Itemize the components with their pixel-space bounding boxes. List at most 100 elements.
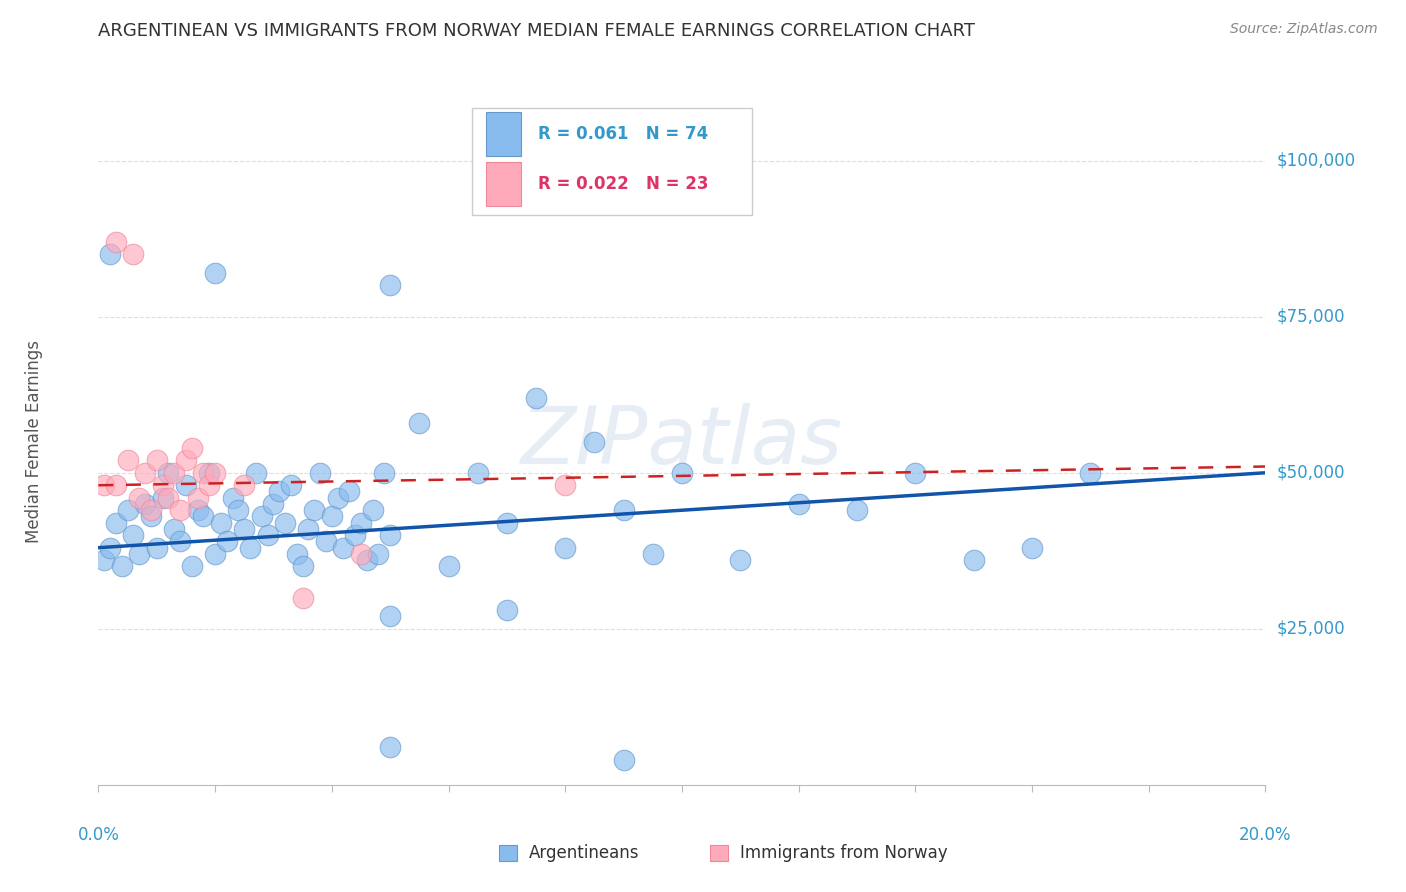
Point [122,247,145,261]
FancyBboxPatch shape [472,109,752,215]
Point [304,503,326,517]
Point [309,466,332,480]
Point [280,478,302,492]
Point [291,591,314,605]
Point [297,522,319,536]
Point [408,416,430,430]
Text: Source: ZipAtlas.com: Source: ZipAtlas.com [1230,22,1378,37]
Point [117,503,139,517]
Text: $25,000: $25,000 [1277,620,1346,638]
Point [157,466,180,480]
Point [134,497,156,511]
Point [204,547,226,561]
Text: Immigrants from Norway: Immigrants from Norway [740,844,948,862]
Point [554,478,576,492]
Point [350,547,373,561]
Point [583,434,606,449]
Point [209,516,232,530]
Point [204,466,226,480]
Text: Argentineans: Argentineans [529,844,640,862]
Point [554,541,576,555]
Point [117,453,139,467]
Point [163,466,186,480]
Point [233,522,256,536]
Point [437,559,460,574]
Text: Median Female Earnings: Median Female Earnings [25,340,44,543]
Point [198,478,221,492]
Point [671,466,693,480]
Point [378,740,402,755]
Point [221,491,243,505]
Point [250,509,273,524]
Point [728,553,751,567]
Point [233,478,256,492]
Point [139,503,162,517]
Point [104,235,127,249]
Point [146,453,169,467]
Point [139,509,162,524]
Point [315,534,337,549]
Point [98,541,121,555]
Point [269,484,291,499]
Text: 20.0%: 20.0% [1239,826,1292,844]
Point [1080,466,1102,480]
Point [612,753,634,767]
Point [326,491,349,505]
Point [180,441,202,455]
Point [134,466,156,480]
Text: ARGENTINEAN VS IMMIGRANTS FROM NORWAY MEDIAN FEMALE EARNINGS CORRELATION CHART: ARGENTINEAN VS IMMIGRANTS FROM NORWAY ME… [98,22,976,40]
Point [180,559,202,574]
Point [845,503,868,517]
Point [174,478,197,492]
Point [163,522,186,536]
Point [93,553,115,567]
Point [128,491,150,505]
Point [378,278,402,293]
Point [285,547,308,561]
Point [378,528,402,542]
Point [174,453,197,467]
Point [152,491,174,505]
Point [321,509,343,524]
Text: R = 0.061   N = 74: R = 0.061 N = 74 [538,125,709,143]
Point [152,478,174,492]
Point [187,491,209,505]
Point [157,491,180,505]
Text: $75,000: $75,000 [1277,308,1346,326]
Point [373,466,395,480]
Point [215,534,238,549]
Point [612,503,634,517]
Point [128,547,150,561]
Point [495,603,517,617]
Point [111,559,134,574]
Point [169,534,191,549]
Point [467,466,489,480]
Point [787,497,810,511]
Point [245,466,267,480]
Point [361,503,384,517]
Point [193,466,215,480]
Point [104,478,127,492]
Point [239,541,262,555]
Point [193,509,215,524]
Point [256,528,278,542]
Point [378,609,402,624]
Point [641,547,664,561]
Point [169,503,191,517]
Point [337,484,360,499]
Point [962,553,984,567]
Point [350,516,373,530]
Text: $50,000: $50,000 [1277,464,1346,482]
Point [367,547,389,561]
Point [274,516,297,530]
Text: $100,000: $100,000 [1277,152,1355,169]
Point [198,466,221,480]
Point [187,503,209,517]
Point [98,247,121,261]
Point [524,391,547,405]
Point [122,528,145,542]
Point [146,541,169,555]
Point [356,553,378,567]
Point [93,478,115,492]
Point [1021,541,1043,555]
